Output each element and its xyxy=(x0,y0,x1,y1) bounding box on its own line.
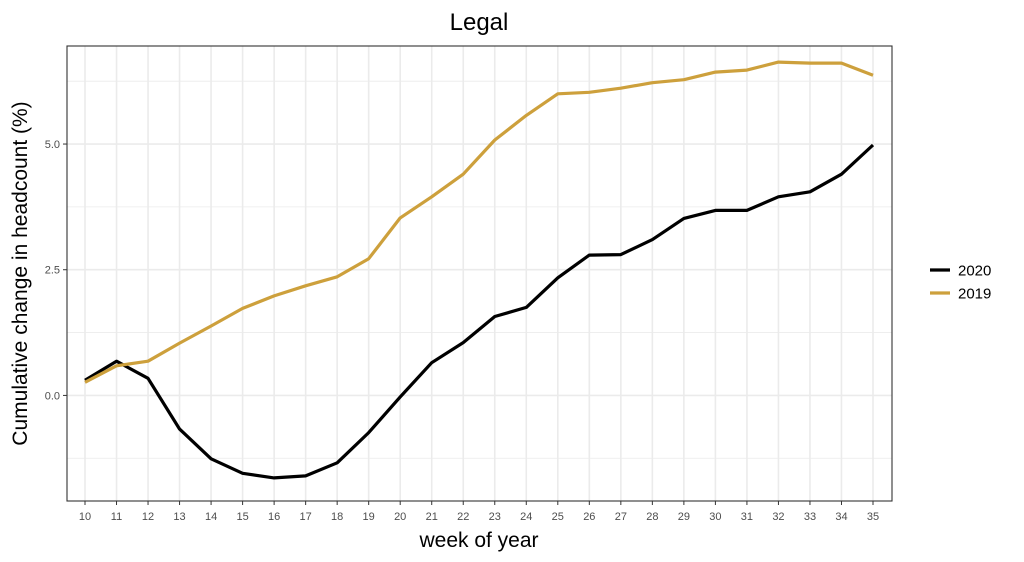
plot-panel xyxy=(67,46,892,501)
plot-border xyxy=(66,45,893,502)
x-tick-label: 27 xyxy=(615,511,627,523)
x-tick-label: 32 xyxy=(772,511,784,523)
x-tick-label: 31 xyxy=(741,511,753,523)
x-tick-label: 35 xyxy=(867,511,879,523)
x-tick-label: 20 xyxy=(394,511,406,523)
grid-lines xyxy=(67,46,892,501)
legend: 2020 2019 xyxy=(930,263,991,303)
x-tick-label: 22 xyxy=(457,511,469,523)
y-tick-label: 2.5 xyxy=(45,265,60,277)
x-tick-label: 28 xyxy=(646,511,658,523)
x-axis-title: week of year xyxy=(418,529,538,552)
plot-area xyxy=(66,45,893,502)
x-tick-label: 10 xyxy=(79,511,91,523)
x-tick-label: 30 xyxy=(709,511,721,523)
x-tick-label: 29 xyxy=(678,511,690,523)
x-tick-label: 23 xyxy=(489,511,501,523)
y-tick-label: 5.0 xyxy=(45,139,60,151)
x-tick-label: 15 xyxy=(236,511,248,523)
x-tick-label: 25 xyxy=(552,511,564,523)
y-axis: 0.0 2.5 5.0 xyxy=(45,139,67,402)
x-tick-label: 13 xyxy=(173,511,185,523)
x-tick-label: 17 xyxy=(300,511,312,523)
series-line-2019 xyxy=(84,60,874,384)
x-tick-label: 26 xyxy=(583,511,595,523)
x-axis: 10 11 12 13 14 15 16 17 18 19 20 21 22 23 24 25 26 27 28 29… xyxy=(79,501,879,523)
series-lines xyxy=(84,60,875,480)
x-tick-label: 12 xyxy=(142,511,154,523)
x-tick-label: 34 xyxy=(835,511,847,523)
x-tick-label: 24 xyxy=(520,511,532,523)
x-tick-label: 18 xyxy=(331,511,343,523)
legend-label-2019: 2019 xyxy=(958,286,991,303)
x-tick-label: 33 xyxy=(804,511,816,523)
x-tick-label: 11 xyxy=(111,511,122,523)
x-tick-label: 21 xyxy=(426,511,438,523)
x-tick-label: 19 xyxy=(363,511,375,523)
x-tick-label: 14 xyxy=(205,511,217,523)
legend-label-2020: 2020 xyxy=(958,263,991,280)
chart-title: Legal xyxy=(450,9,509,36)
y-tick-label: 0.0 xyxy=(45,390,60,402)
y-axis-title: Cumulative change in headcount (%) xyxy=(9,101,32,445)
series-line-2020 xyxy=(84,143,875,480)
x-tick-label: 16 xyxy=(268,511,280,523)
